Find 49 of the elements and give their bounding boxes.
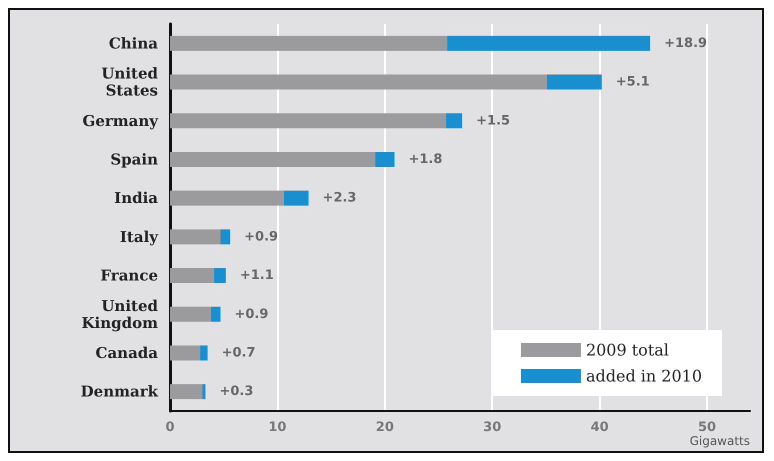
y-tick-label: Spain bbox=[110, 150, 158, 168]
data-label: +5.1 bbox=[616, 74, 650, 90]
bar bbox=[170, 268, 214, 284]
bar bbox=[214, 268, 226, 284]
bar bbox=[170, 113, 446, 128]
bar bbox=[170, 229, 220, 244]
bar bbox=[210, 306, 220, 322]
bar bbox=[170, 384, 202, 400]
bar bbox=[170, 36, 448, 51]
bar bbox=[375, 152, 394, 167]
data-label: +0.9 bbox=[234, 306, 268, 322]
bar bbox=[446, 113, 462, 128]
legend-label: 2009 total bbox=[586, 340, 669, 360]
x-axis-title: Gigawatts bbox=[690, 434, 750, 448]
bar bbox=[170, 74, 547, 90]
bar bbox=[170, 306, 211, 322]
data-label: +18.9 bbox=[664, 36, 708, 51]
x-tick-label: 0 bbox=[165, 420, 175, 435]
legend-label: added in 2010 bbox=[586, 366, 702, 386]
y-tick-label: Denmark bbox=[80, 382, 159, 401]
data-label: +0.9 bbox=[244, 229, 278, 244]
x-tick-label: 10 bbox=[268, 420, 286, 435]
y-tick-label: Italy bbox=[120, 228, 160, 246]
bar bbox=[170, 152, 376, 167]
data-label: +1.1 bbox=[240, 268, 274, 284]
bar bbox=[200, 345, 208, 360]
x-tick-label: 30 bbox=[483, 420, 502, 435]
data-label: +2.3 bbox=[322, 190, 356, 206]
data-label: +0.3 bbox=[219, 384, 254, 400]
data-label: +0.7 bbox=[222, 345, 256, 360]
bar bbox=[284, 190, 309, 206]
bar bbox=[447, 36, 650, 51]
bar bbox=[547, 74, 602, 90]
y-tick-label: United States bbox=[101, 64, 158, 100]
y-tick-label: Canada bbox=[96, 344, 158, 362]
bar bbox=[170, 345, 200, 360]
x-tick-label: 40 bbox=[590, 420, 609, 435]
x-tick-label: 20 bbox=[376, 420, 394, 435]
y-tick-label: China bbox=[108, 34, 158, 52]
bar bbox=[220, 229, 230, 244]
y-tick-label: United Kingdom bbox=[82, 296, 158, 332]
bar bbox=[170, 190, 284, 206]
y-tick-label: India bbox=[114, 189, 158, 208]
bar bbox=[202, 384, 206, 400]
y-tick-label: Germany bbox=[82, 112, 160, 130]
x-tick-label: 50 bbox=[698, 420, 716, 435]
y-tick-label: France bbox=[100, 266, 158, 285]
data-label: +1.8 bbox=[408, 152, 442, 167]
data-label: +1.5 bbox=[476, 113, 510, 128]
